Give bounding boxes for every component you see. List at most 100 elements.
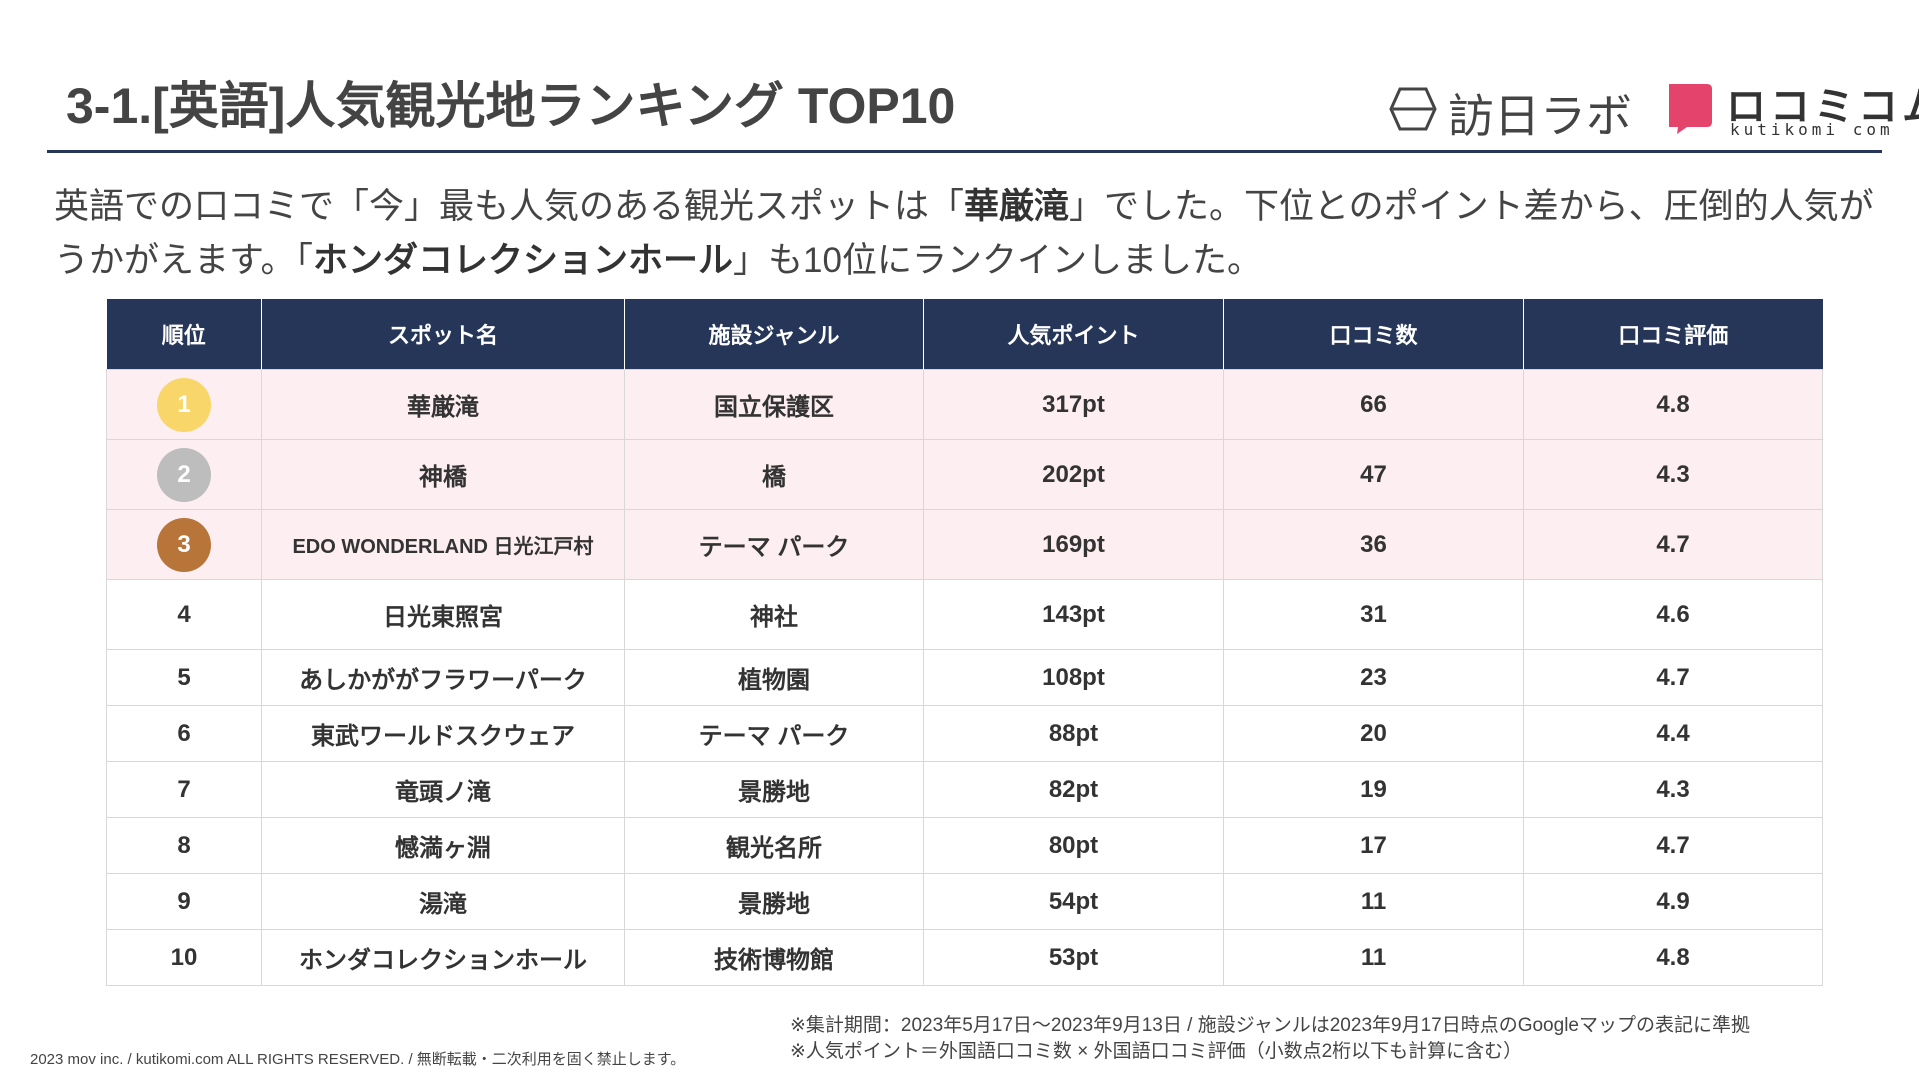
table-cell: 4.8 [1523,929,1823,986]
table-cell: 4.9 [1523,873,1823,930]
table-cell: 4.7 [1523,817,1823,874]
table-row: 5 あしかががフラワーパーク 植物園 108pt 23 4.7 [106,649,1823,706]
table-cell: 4.7 [1523,509,1823,580]
table-cell: ホンダコレクションホール [261,929,625,986]
table-cell: 7 [106,761,262,818]
logo2-icon [1669,84,1712,134]
rank-medal: 1 [157,377,211,432]
table-row: 2 神橋橋 202pt 47 4.3 [106,439,1823,510]
table-cell: 景勝地 [624,761,924,818]
table-cell: 竜頭ノ滝 [261,761,625,818]
intro-text: 」も10位にランクインしました。 [733,241,1262,280]
table-cell: 4.3 [1523,439,1823,510]
ranking-table: 順位 スポット名 施設ジャンル 人気ポイント 口コミ数 口コミ評価 1 華厳滝 国立保護区 31… [106,299,1823,986]
intro-text: ホンダコレクションホール [313,241,734,280]
table-row: 9 湯滝 景勝地 54pt 11 4.9 [106,873,1823,930]
table-cell: 23 [1223,649,1524,706]
table-cell: 神橋 [261,439,625,510]
table-cell: 植物園 [624,649,924,706]
table-cell: 技術博物館 [624,929,924,986]
table-cell: 観光名所 [624,817,924,874]
table-row: 6 東武ワールドスクウェア テーマ パーク 88pt 20 4.4 [106,705,1823,762]
table-cell: 神社 [624,579,924,650]
column-header: 口コミ数 [1223,299,1524,370]
table-cell: 202pt [923,439,1224,510]
table-cell: 9 [106,873,262,930]
title: 3-1.[英語]人気観光地ランキング TOP10 [66,78,956,134]
table-cell: 47 [1223,439,1524,510]
table-cell: 88pt [923,705,1224,762]
column-header: 口コミ評価 [1523,299,1823,370]
table-cell: 20 [1223,705,1524,762]
logo2-sub: kutikomi com [1730,120,1894,139]
table-cell: 橋 [624,439,924,510]
table-cell: 国立保護区 [624,369,924,440]
table-cell: 景勝地 [624,873,924,930]
table-cell: 53pt [923,929,1224,986]
table-cell: テーマ パーク [624,705,924,762]
logo2: ロコミコム [1726,85,1919,129]
table-cell: あしかががフラワーパーク [261,649,625,706]
header-row: 順位 スポット名 施設ジャンル 人気ポイント 口コミ数 口コミ評価 [106,299,1823,370]
table-cell: 6 [106,705,262,762]
logo1-icon [1389,87,1437,131]
table-cell: 36 [1223,509,1524,580]
column-header: 順位 [106,299,262,370]
rank-cell: 1 [106,369,262,440]
table-cell: 4.7 [1523,649,1823,706]
table-cell: 11 [1223,873,1524,930]
table-cell: 4.3 [1523,761,1823,818]
rank-medal: 2 [157,447,211,502]
table-row: 8 憾満ヶ淵 観光名所 80pt 17 4.7 [106,817,1823,874]
table-cell: 11 [1223,929,1524,986]
table-cell: 4.8 [1523,369,1823,440]
table-cell: 華厳滝 [261,369,625,440]
table-cell: 8 [106,817,262,874]
table-row: 1 華厳滝 国立保護区 317pt 66 4.8 [106,369,1823,440]
table-cell: 143pt [923,579,1224,650]
table-cell: 湯滝 [261,873,625,930]
table-cell: 54pt [923,873,1224,930]
intro-text: 英語での口コミで「今」最も人気のある観光スポットは「 [54,187,965,226]
table-cell: 日光東照宮 [261,579,625,650]
note: ※人気ポイント＝外国語口コミ数 × 外国語口コミ評価（小数点2桁以下も計算に含む… [790,1041,1523,1062]
table-cell: 4.6 [1523,579,1823,650]
header-rule [47,150,1882,153]
table-cell: 憾満ヶ淵 [261,817,625,874]
table-cell: 4 [106,579,262,650]
note: ※集計期間：2023年5月17日〜2023年9月13日 / 施設ジャンルは202… [790,1015,1750,1036]
table-cell: 80pt [923,817,1224,874]
logo1: 訪日ラボ [1448,90,1632,142]
table-cell: 169pt [923,509,1224,580]
table-row: 4 日光東照宮 神社 143pt 31 4.6 [106,579,1823,650]
column-header: 人気ポイント [923,299,1224,370]
table-cell: 82pt [923,761,1224,818]
rank-medal: 3 [157,517,211,572]
table-cell: 108pt [923,649,1224,706]
rank-cell: 2 [106,439,262,510]
intro-line: うかがえます。「ホンダコレクションホール」も10位にランクインしました。 [54,232,1262,283]
column-header: 施設ジャンル [624,299,924,370]
table-cell: 10 [106,929,262,986]
intro-text: 華厳滝 [964,187,1070,226]
intro-text: 」でした。下位とのポイント差から、圧倒的人気が [1069,187,1874,226]
table-cell: 17 [1223,817,1524,874]
column-header: スポット名 [261,299,625,370]
table-cell: 東武ワールドスクウェア [261,705,625,762]
table-row: 3 EDO WONDERLAND 日光江戸村 テーマ パーク 169pt 36 4.7 [106,509,1823,580]
rank-cell: 3 [106,509,262,580]
intro-line: 英語での口コミで「今」最も人気のある観光スポットは「華厳滝」でした。下位とのポイ… [54,178,1874,229]
table-cell: EDO WONDERLAND 日光江戸村 [261,509,625,580]
table-row: 10 ホンダコレクションホール 技術博物館 53pt 11 4.8 [106,929,1823,986]
table-cell: 5 [106,649,262,706]
table-cell: 66 [1223,369,1524,440]
table-row: 7 竜頭ノ滝 景勝地 82pt 19 4.3 [106,761,1823,818]
table-cell: 317pt [923,369,1224,440]
table-cell: 19 [1223,761,1524,818]
table-cell: 4.4 [1523,705,1823,762]
table-cell: テーマ パーク [624,509,924,580]
copyright: 2023 mov inc. / kutikomi.com ALL RIGHTS … [30,1051,686,1068]
intro-text: うかがえます。「 [54,241,314,280]
table-cell: 31 [1223,579,1524,650]
